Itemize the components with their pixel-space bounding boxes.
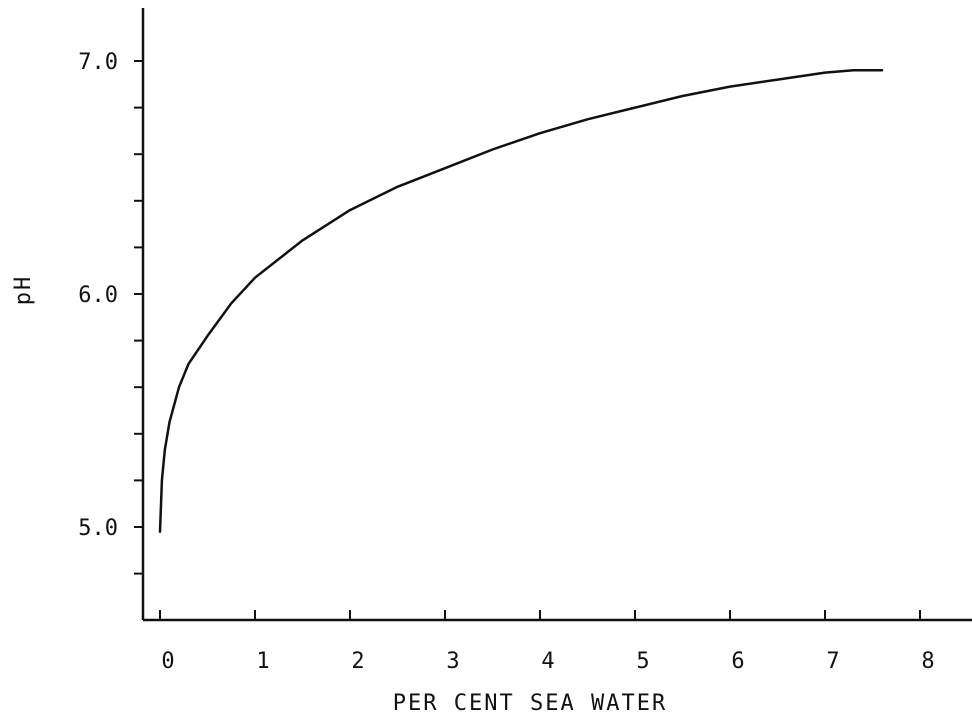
plot-area — [158, 69, 884, 533]
x-tick-label: 6 — [731, 649, 744, 674]
x-tick-label: 7 — [826, 649, 839, 674]
x-tick-label: 0 — [161, 649, 174, 674]
x-tick-label: 2 — [351, 649, 364, 674]
x-tick-label: 8 — [921, 649, 934, 674]
x-axis-title: PER CENT SEA WATER — [393, 691, 667, 716]
y-tick-label: 7.0 — [78, 50, 118, 75]
y-tick-label: 5.0 — [78, 516, 118, 541]
x-tick-label: 4 — [541, 649, 554, 674]
x-tick-label: 1 — [256, 649, 269, 674]
x-tick-label: 5 — [636, 649, 649, 674]
x-tick-label: 3 — [446, 649, 459, 674]
axes: 0 1 2 3 4 5 6 7 8 5.0 6.0 7.0 — [78, 8, 972, 674]
y-tick-label: 6.0 — [78, 283, 118, 308]
series-line — [158, 69, 884, 533]
y-axis-title: pH — [11, 275, 36, 306]
